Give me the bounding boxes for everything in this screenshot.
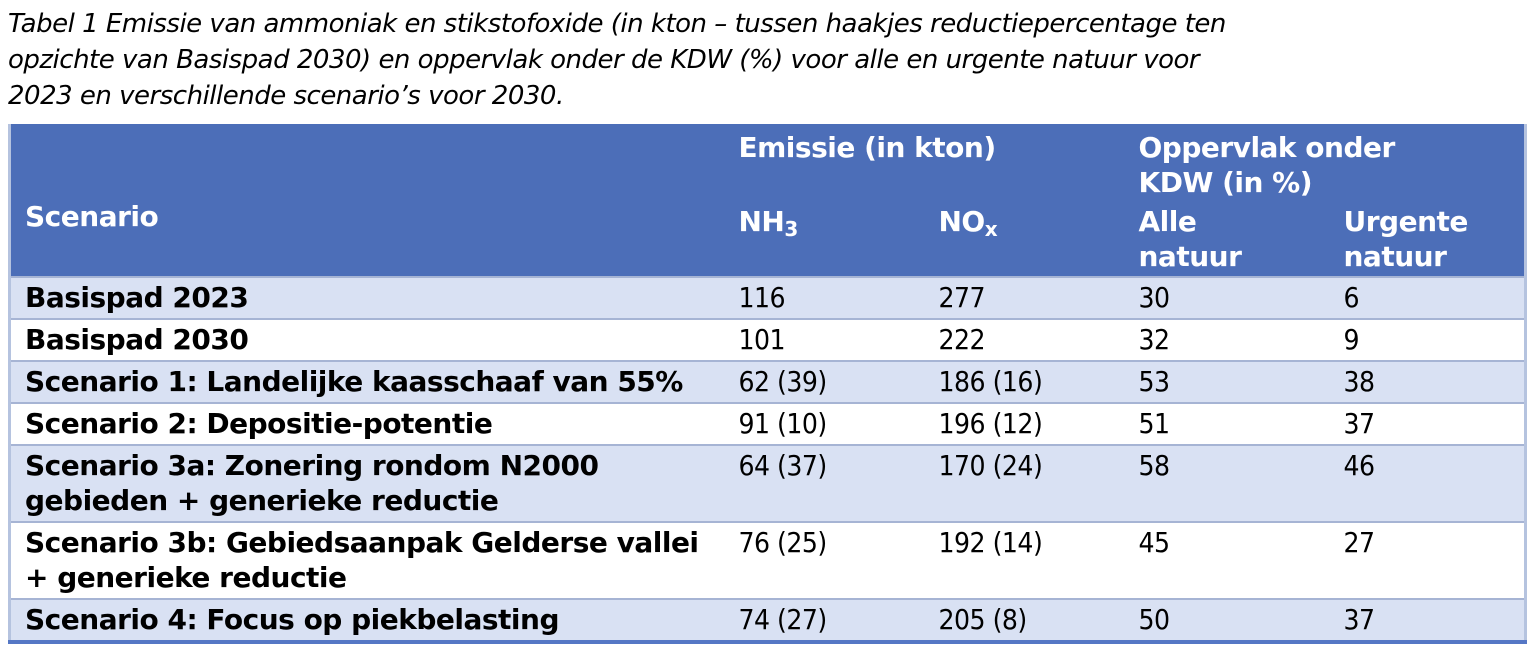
cell-urgente-natuur: 37 [1329, 598, 1526, 642]
cell-urgente-natuur: 38 [1329, 360, 1526, 403]
cell-scenario: Scenario 4: Focus op piekbelasting [9, 598, 725, 642]
col-header-alle-natuur: Alle natuur [1124, 202, 1330, 277]
cell-alle-natuur: 58 [1124, 444, 1330, 522]
col-group-emissie: Emissie (in kton) [724, 124, 1125, 202]
caption-line: opzichte van Basispad 2030) en oppervlak… [8, 45, 1200, 75]
table-caption: Tabel 1 Emissie van ammoniak en stikstof… [8, 6, 1532, 114]
cell-alle-natuur: 51 [1124, 402, 1330, 445]
caption-line: 2023 en verschillende scenario’s voor 20… [8, 81, 564, 111]
cell-urgente-natuur: 27 [1329, 521, 1526, 599]
cell-alle-natuur: 30 [1124, 276, 1330, 319]
nh3-subscript: 3 [784, 217, 798, 241]
cell-scenario: Scenario 3b: Gebiedsaanpak Gelderse vall… [9, 521, 725, 599]
cell-urgente-natuur: 9 [1329, 318, 1526, 361]
cell-urgente-natuur: 37 [1329, 402, 1526, 445]
cell-nh3: 64 (37) [724, 444, 925, 522]
cell-nox: 222 [924, 318, 1125, 361]
cell-nh3: 101 [724, 318, 925, 361]
cell-scenario: Scenario 3a: Zonering rondom N2000 gebie… [9, 444, 725, 522]
cell-scenario: Scenario 1: Landelijke kaasschaaf van 55… [9, 360, 725, 403]
table-row-scenario-2: Scenario 2: Depositie-potentie 91 (10) 1… [9, 402, 1526, 445]
cell-alle-natuur: 45 [1124, 521, 1330, 599]
cell-urgente-natuur: 46 [1329, 444, 1526, 522]
col-header-nox: NOx [924, 202, 1125, 277]
cell-nox: 277 [924, 276, 1125, 319]
cell-nox: 205 (8) [924, 598, 1125, 642]
cell-nox: 196 (12) [924, 402, 1125, 445]
table-row-basispad-2030: Basispad 2030 101 222 32 9 [9, 318, 1526, 361]
col-header-urgente-natuur: Urgente natuur [1329, 202, 1526, 277]
cell-scenario: Basispad 2030 [9, 318, 725, 361]
col-header-nh3: NH3 [724, 202, 925, 277]
col-header-scenario: Scenario [9, 124, 725, 277]
cell-alle-natuur: 50 [1124, 598, 1330, 642]
table-row-scenario-3b: Scenario 3b: Gebiedsaanpak Gelderse vall… [9, 521, 1526, 599]
cell-nh3: 76 (25) [724, 521, 925, 599]
cell-nh3: 62 (39) [724, 360, 925, 403]
emissions-table: Scenario Emissie (in kton) Oppervlak ond… [8, 124, 1527, 644]
header-group-row: Scenario Emissie (in kton) Oppervlak ond… [9, 124, 1526, 277]
cell-nox: 170 (24) [924, 444, 1125, 522]
nox-subscript: x [984, 217, 998, 241]
cell-scenario: Basispad 2023 [9, 276, 725, 319]
cell-alle-natuur: 32 [1124, 318, 1330, 361]
cell-nox: 192 (14) [924, 521, 1125, 599]
table-row-scenario-3a: Scenario 3a: Zonering rondom N2000 gebie… [9, 444, 1526, 522]
header-sub-row: NH3 NOx Alle natuur Urgente natuur [10, 202, 1526, 277]
table-row-scenario-1: Scenario 1: Landelijke kaasschaaf van 55… [9, 360, 1526, 403]
table-row-basispad-2023: Basispad 2023 116 277 30 6 [9, 276, 1526, 319]
cell-nh3: 116 [724, 276, 925, 319]
cell-nh3: 91 (10) [724, 402, 925, 445]
cell-urgente-natuur: 6 [1329, 276, 1526, 319]
cell-scenario: Scenario 2: Depositie-potentie [9, 402, 725, 445]
col-group-oppervlak-kdw: Oppervlak onder KDW (in %) [1124, 124, 1526, 202]
cell-nox: 186 (16) [924, 360, 1125, 403]
caption-line: Tabel 1 Emissie van ammoniak en stikstof… [8, 9, 1226, 39]
cell-alle-natuur: 53 [1124, 360, 1330, 403]
table-row-scenario-4: Scenario 4: Focus op piekbelasting 74 (2… [9, 598, 1526, 642]
cell-nh3: 74 (27) [724, 598, 925, 642]
